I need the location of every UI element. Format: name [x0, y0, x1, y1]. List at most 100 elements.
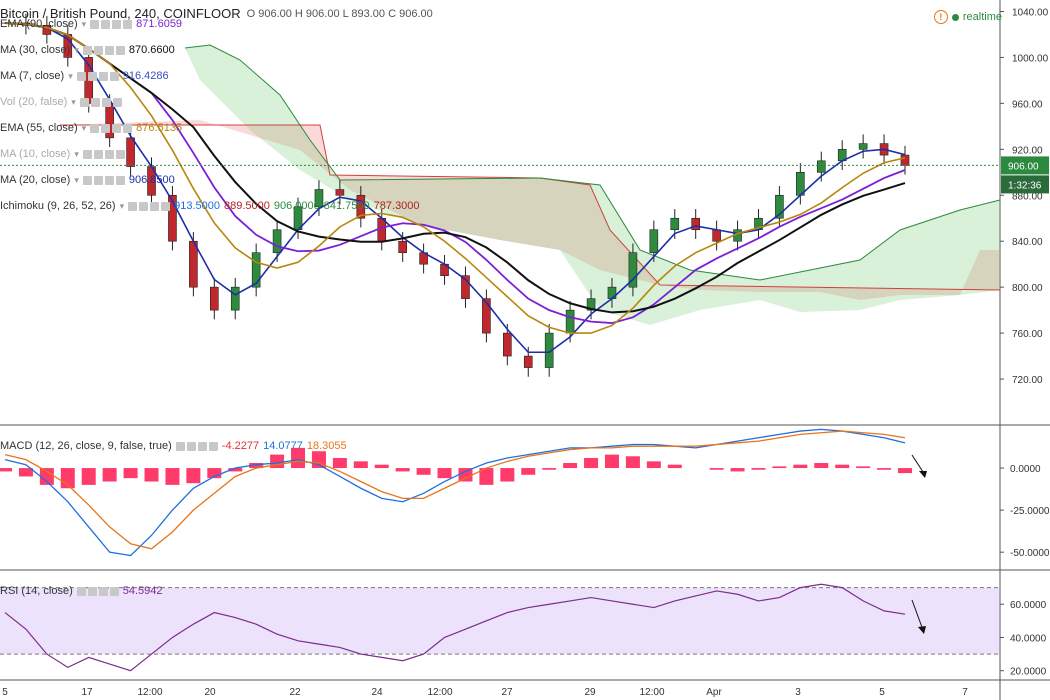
chevron-down-icon[interactable]: ▾	[81, 18, 87, 29]
x-tick-label: 17	[81, 687, 93, 698]
x-tick-label: 5	[2, 687, 8, 698]
candle	[523, 355, 533, 368]
y-tick-label: 60.0000	[1010, 600, 1047, 611]
x-tick-label: 27	[501, 687, 513, 698]
macd-histogram-bar	[207, 468, 222, 479]
candle	[189, 240, 198, 288]
macd-histogram-bar	[81, 468, 96, 485]
macd-histogram-bar	[751, 468, 766, 470]
macd-histogram-bar	[458, 468, 473, 482]
indicator-controls[interactable]	[82, 175, 125, 185]
chevron-down-icon[interactable]: ▾	[74, 174, 79, 185]
indicator-controls[interactable]	[79, 97, 122, 107]
macd-value-1: -4.2277	[221, 440, 260, 452]
macd-histogram-bar	[123, 468, 138, 479]
ema-90-line	[4, 22, 906, 324]
y-tick-label: 880.00	[1012, 191, 1043, 202]
macd-histogram-bar	[437, 468, 452, 479]
indicator-name: MA (10, close)	[0, 148, 71, 160]
rsi-controls[interactable]	[76, 586, 119, 596]
indicator-controls[interactable]	[82, 45, 125, 55]
trend-arrow-head	[919, 471, 927, 478]
candle	[586, 298, 596, 311]
macd-value-2: 14.0777	[263, 440, 303, 452]
macd-histogram-bar	[102, 468, 117, 482]
x-tick-label: 29	[584, 687, 596, 698]
macd-label: MACD (12, 26, close, 9, false, true)	[0, 440, 172, 452]
chevron-down-icon[interactable]: ▾	[71, 96, 76, 107]
macd-histogram-bar	[395, 468, 410, 472]
candle	[230, 286, 240, 311]
candle	[712, 229, 721, 242]
indicator-name: Ichimoku (9, 26, 52, 26)	[0, 200, 116, 212]
rsi-line	[4, 583, 906, 672]
senkou-a-line	[184, 44, 1001, 281]
rsi-value: 54.5942	[122, 585, 163, 597]
indicator-controls[interactable]	[82, 149, 125, 159]
indicator-row[interactable]: MA (20, close) ▾ 906.8500	[0, 174, 175, 186]
indicator-row[interactable]: Vol (20, false) ▾	[0, 96, 122, 108]
y-tick-label: 40.0000	[1010, 633, 1047, 644]
candle	[649, 229, 659, 254]
chevron-down-icon[interactable]: ▾	[81, 122, 87, 133]
indicator-row[interactable]: Ichimoku (9, 26, 52, 26) ▾ 913.5000 889.500…	[0, 200, 420, 212]
indicator-row[interactable]: MA (30, close) ▾ 870.6600	[0, 44, 175, 56]
macd-histogram-bar	[228, 468, 243, 472]
candle	[503, 332, 512, 357]
candle	[900, 154, 910, 166]
indicator-name: Vol (20, false)	[0, 96, 68, 108]
x-tick-label: 7	[962, 687, 968, 698]
senkou-b-line	[60, 124, 1001, 291]
y-tick-label: 0.0000	[1010, 464, 1041, 475]
indicator-name: EMA (90, close)	[0, 18, 78, 30]
macd-controls[interactable]	[175, 441, 218, 451]
rsi-band	[0, 587, 1000, 655]
indicator-row[interactable]: EMA (90, close) ▾ 871.6059	[0, 18, 182, 30]
macd-histogram-bar	[332, 457, 347, 469]
indicator-controls[interactable]	[90, 19, 133, 29]
candle	[816, 160, 826, 173]
indicator-name: MA (30, close)	[0, 44, 71, 56]
macd-histogram-bar	[144, 468, 159, 482]
indicator-controls[interactable]	[128, 201, 171, 211]
candle	[628, 252, 638, 288]
x-tick-label: 5	[879, 687, 885, 698]
indicator-controls[interactable]	[90, 123, 133, 133]
indicator-row[interactable]: EMA (55, close) ▾ 876.5135	[0, 122, 182, 134]
x-tick-label: 12:00	[427, 687, 452, 698]
ohlc-readout: O 906.00 H 906.00 L 893.00 C 906.00	[246, 7, 433, 20]
macd-histogram-bar	[667, 464, 682, 469]
current-price-box	[1001, 156, 1049, 175]
x-tick-label: 24	[371, 687, 383, 698]
y-tick-label: -25.0000	[1010, 506, 1050, 517]
candle	[670, 217, 680, 231]
macd-line	[4, 428, 906, 557]
chevron-down-icon[interactable]: ▾	[119, 200, 125, 211]
realtime-status[interactable]: ! realtime	[933, 10, 1002, 24]
indicator-row[interactable]: MA (7, close) ▾ 916.4286	[0, 70, 169, 82]
chevron-down-icon[interactable]: ▾	[68, 70, 73, 81]
macd-histogram-bar	[186, 468, 201, 484]
indicator-controls[interactable]	[76, 71, 119, 81]
macd-histogram-bar	[0, 468, 12, 472]
macd-histogram-bar	[416, 468, 431, 475]
macd-histogram-bar	[18, 468, 33, 477]
indicator-row[interactable]: MA (10, close) ▾	[0, 148, 125, 160]
y-tick-label: 1000.00	[1012, 53, 1049, 64]
candle	[775, 194, 784, 219]
chevron-down-icon[interactable]: ▾	[74, 148, 79, 159]
y-tick-label: 960.00	[1012, 99, 1043, 110]
indicator-value: 916.4286	[122, 70, 169, 82]
candle	[126, 137, 135, 167]
ichimoku-value: 913.5000	[174, 200, 220, 212]
macd-histogram-bar	[165, 468, 180, 485]
rsi-legend[interactable]: RSI (14, close) 54.5942	[0, 585, 163, 597]
ma-30-line	[4, 21, 906, 314]
macd-histogram-bar	[291, 447, 306, 469]
macd-histogram-bar	[856, 466, 871, 469]
y-tick-label: 840.00	[1012, 237, 1043, 248]
macd-legend[interactable]: MACD (12, 26, close, 9, false, true) -4.…	[0, 440, 347, 452]
warning-icon[interactable]: !	[933, 10, 948, 24]
chevron-down-icon[interactable]: ▾	[74, 44, 79, 55]
